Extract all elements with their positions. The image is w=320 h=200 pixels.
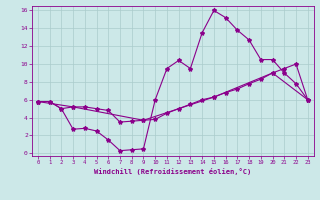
X-axis label: Windchill (Refroidissement éolien,°C): Windchill (Refroidissement éolien,°C) [94, 168, 252, 175]
